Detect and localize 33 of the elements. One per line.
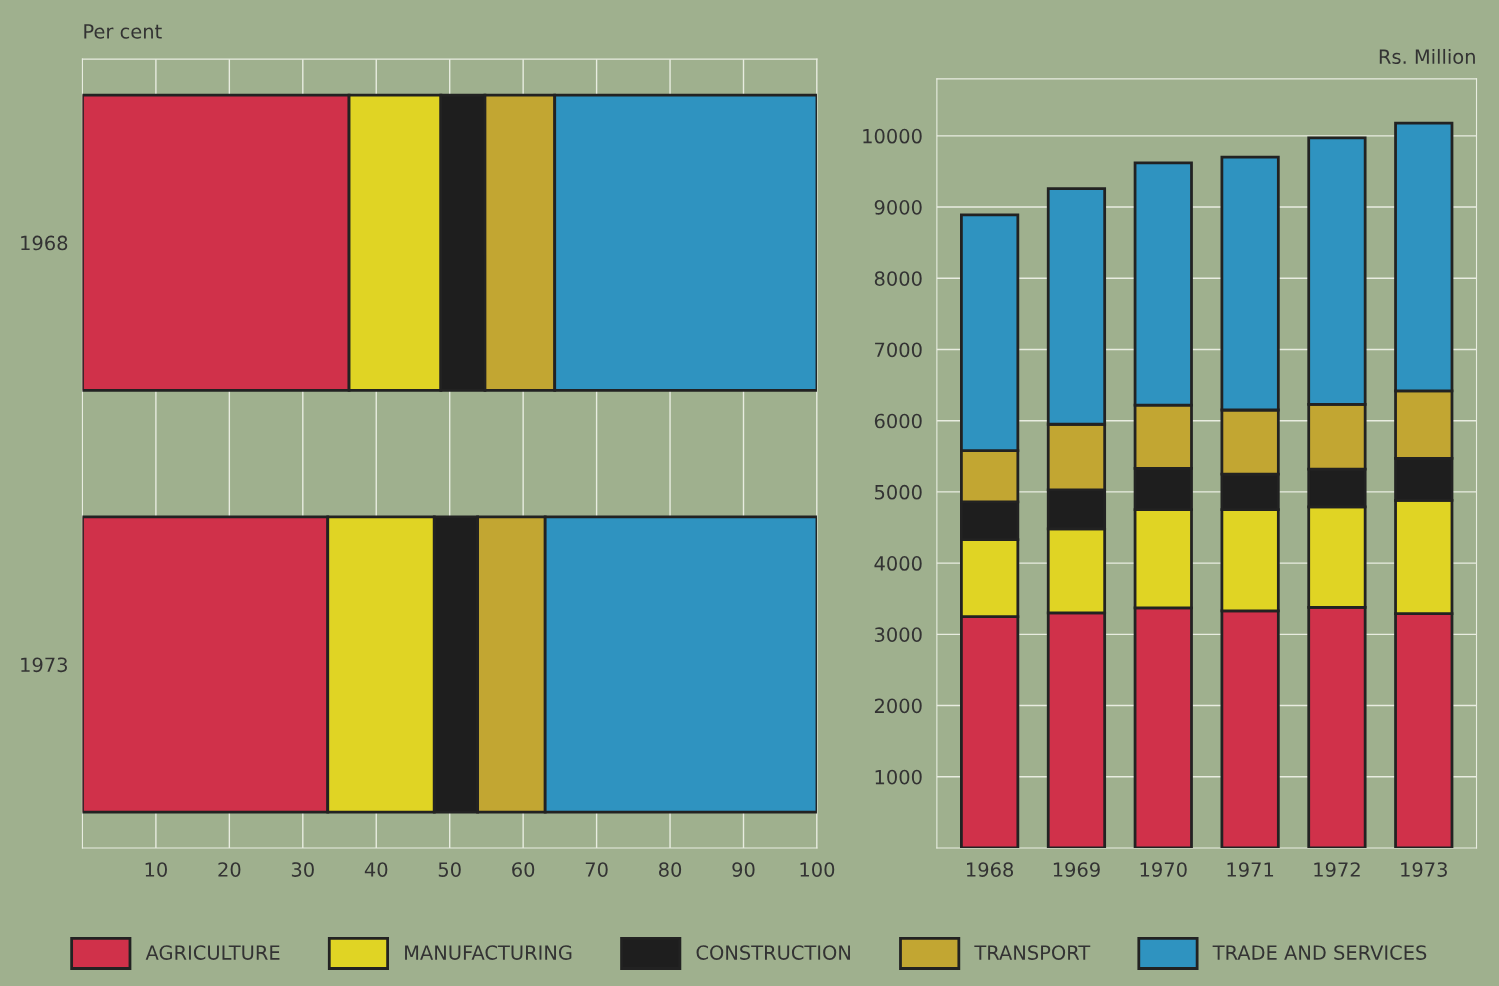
y-tick-label: 7000 — [875, 342, 922, 358]
x-tick-label: 100 — [800, 862, 835, 877]
x-tick-label: 1970 — [1140, 862, 1187, 877]
y-tick-label: 3000 — [874, 627, 922, 642]
legend-label: CONSTRUCTION — [696, 945, 850, 960]
x-tick-label: 1973 — [1401, 862, 1447, 877]
x-tick-label: 80 — [659, 862, 682, 877]
y-tick-label: 5000 — [875, 484, 922, 500]
y-tick-label: 8000 — [874, 271, 922, 286]
x-tick-label: 20 — [218, 862, 241, 877]
legend-label: TRADE AND SERVICES — [1212, 945, 1427, 960]
x-tick-label: 40 — [364, 862, 388, 877]
y-tick-label: 9000 — [874, 200, 922, 215]
y-tick-label: 6000 — [874, 413, 922, 429]
x-tick-label: 1972 — [1314, 862, 1360, 877]
y-axis-title: Rs. Million — [1379, 48, 1475, 64]
y-tick-label: 2000 — [874, 698, 922, 714]
x-tick-label: 90 — [732, 862, 755, 877]
legend-label: MANUFACTURING — [405, 945, 572, 960]
x-tick-label: 10 — [145, 862, 167, 877]
legend-label: AGRICULTURE — [145, 945, 280, 960]
x-tick-label: 1971 — [1227, 862, 1274, 877]
legend-label: TRANSPORT — [974, 945, 1091, 960]
y-tick-label: 4000 — [874, 556, 922, 571]
x-tick-label: 70 — [585, 862, 608, 877]
x-tick-label: 1969 — [1053, 862, 1100, 877]
y-tick-label: 10000 — [863, 128, 922, 144]
x-axis-title: Per cent — [84, 24, 162, 39]
y-tick-label: 1000 — [875, 769, 922, 785]
x-tick-label: 60 — [512, 862, 535, 877]
x-tick-label: 1968 — [967, 862, 1014, 877]
x-tick-label: 30 — [291, 862, 314, 877]
x-tick-label: 50 — [438, 862, 461, 877]
